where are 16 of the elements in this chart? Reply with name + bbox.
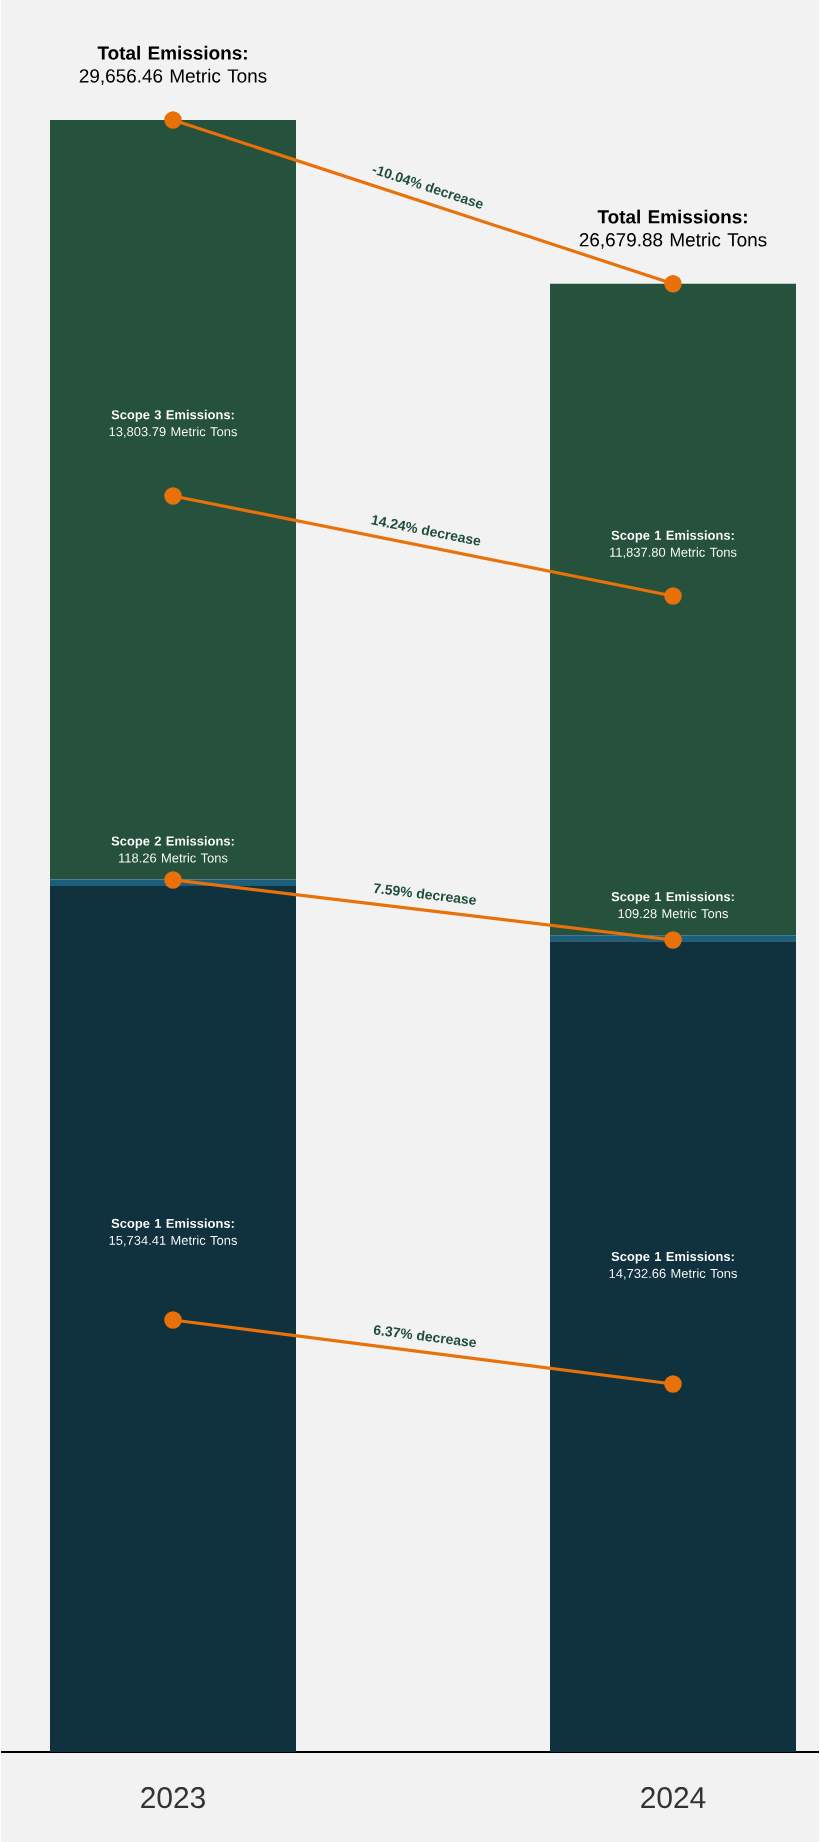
bar <box>50 119 296 880</box>
point <box>664 274 682 293</box>
point <box>664 587 682 605</box>
point <box>664 931 682 949</box>
x-tick-label: 2024 <box>641 1787 706 1809</box>
bar <box>550 941 797 1752</box>
point <box>664 1375 682 1393</box>
bar <box>50 886 296 1752</box>
point <box>164 111 182 129</box>
annotation: Total Emissions: 26,679.88 Metric Tons <box>579 209 767 249</box>
x-tick-label: 2023 <box>141 1787 205 1809</box>
point <box>164 871 182 889</box>
bar <box>550 283 797 936</box>
annotation: Total Emissions: 29,656.46 Metric Tons <box>79 45 267 85</box>
point <box>164 487 182 505</box>
point <box>164 1311 182 1329</box>
